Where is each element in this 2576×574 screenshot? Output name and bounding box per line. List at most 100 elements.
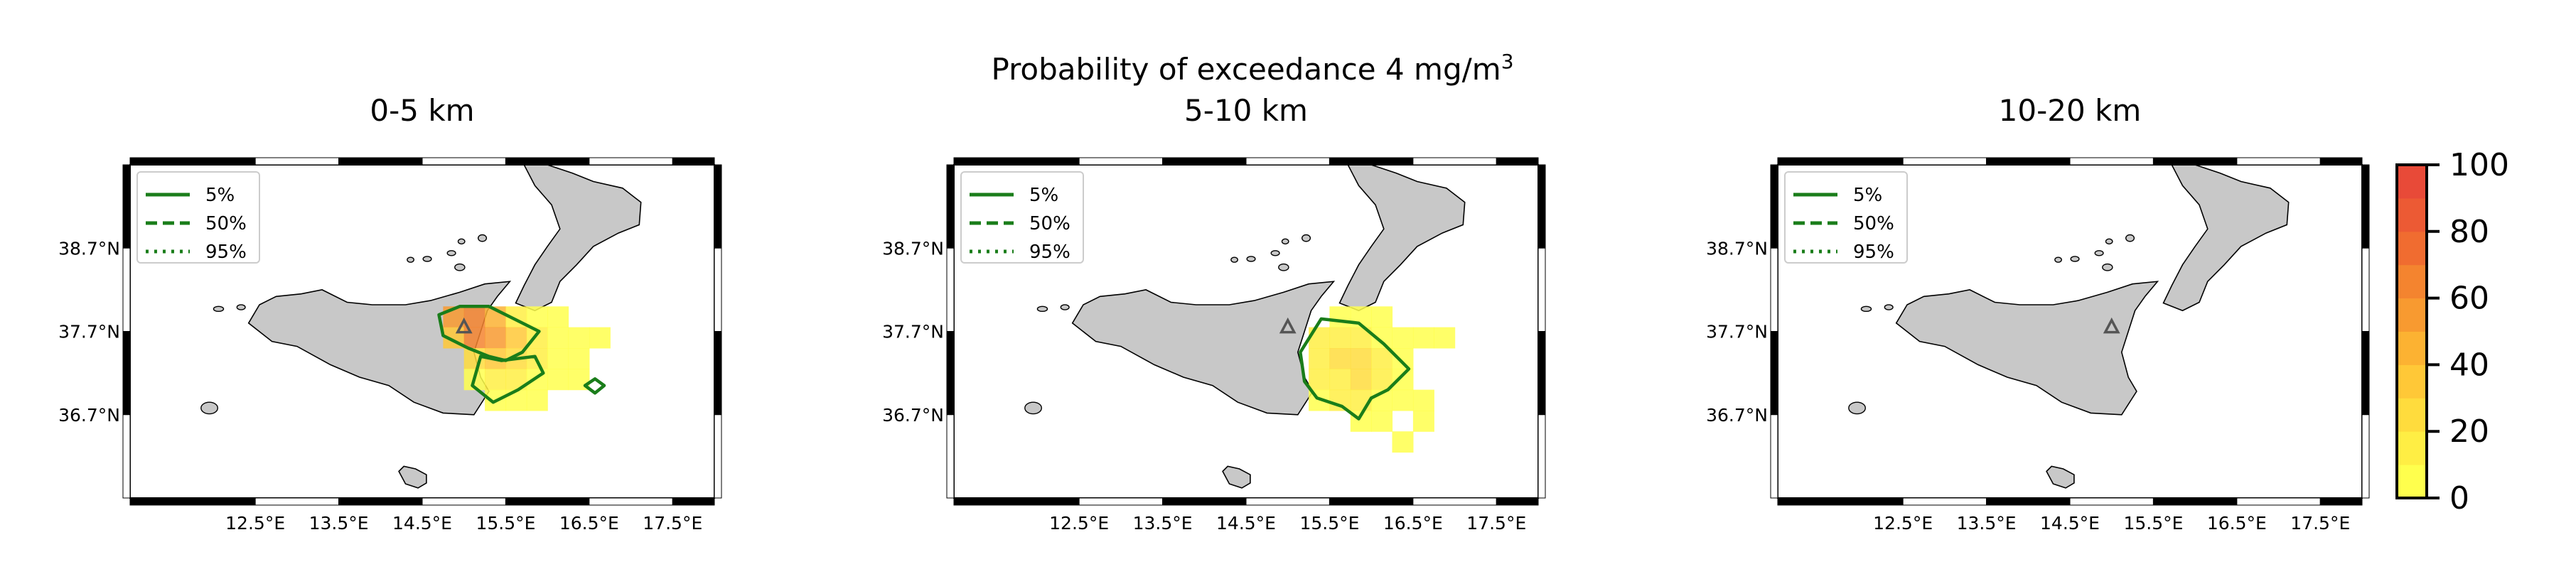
border-segment [1777, 497, 1904, 506]
land-sicily [1895, 281, 2159, 416]
heatmap-cell [1434, 327, 1456, 349]
border-segment [2236, 497, 2321, 506]
border-segment [122, 414, 131, 499]
x-tick-label: 13.5°E [1957, 513, 2017, 534]
colorbar-tick-label: 80 [2449, 214, 2489, 250]
map-content [200, 165, 642, 489]
x-tick-label: 16.5°E [1383, 513, 1443, 534]
colorbar-tick-label: 0 [2449, 480, 2469, 516]
border-segment [2069, 497, 2154, 506]
land-island [1270, 250, 1280, 256]
map-content [1848, 165, 2290, 489]
border-segment [338, 497, 423, 506]
x-tick-label: 12.5°E [1873, 513, 1933, 534]
suptitle-superscript: 3 [1501, 50, 1514, 73]
border-segment [1537, 414, 1546, 499]
x-tick-label: 15.5°E [1299, 513, 1359, 534]
colorbar-segment [2397, 165, 2427, 199]
heatmap-cell [1309, 369, 1331, 391]
contour-5pct [1299, 317, 1411, 421]
border-segment [1902, 157, 1987, 166]
legend-label: 95% [1029, 242, 1070, 263]
border-segment [1496, 157, 1539, 166]
figure-suptitle: Probability of exceedance 4 mg/m3 [991, 50, 1513, 87]
border-segment [2236, 157, 2321, 166]
border-segment [2361, 164, 2370, 249]
border-segment [2069, 157, 2154, 166]
x-tick-label: 17.5°E [1466, 513, 1526, 534]
heatmap-cell [1412, 410, 1434, 432]
heatmap-cell [485, 369, 507, 391]
y-tick-label: 37.7°N [58, 322, 120, 342]
y-tick-label: 37.7°N [1706, 322, 1768, 342]
x-tick-label: 14.5°E [392, 513, 452, 534]
y-tick-label: 36.7°N [58, 405, 120, 426]
heatmap-cell [589, 327, 611, 349]
colorbar-segment [2397, 264, 2427, 299]
border-segment [1078, 157, 1164, 166]
border-segment [122, 331, 131, 416]
land-island [1060, 304, 1070, 310]
map-content [1024, 165, 1466, 489]
border-segment [714, 331, 722, 416]
land-island [2102, 263, 2113, 271]
x-tick-label: 14.5°E [2040, 513, 2100, 534]
colorbar-frame [2395, 163, 2428, 499]
x-tick-label: 17.5°E [643, 513, 702, 534]
heatmap-cell [1392, 431, 1414, 453]
land-island [1246, 256, 1256, 262]
colorbar-segment [2397, 431, 2427, 465]
y-tick-label: 38.7°N [1706, 238, 1768, 259]
border-segment [714, 414, 722, 499]
land-island [1036, 305, 1048, 313]
border-segment [422, 497, 506, 506]
land-island [2105, 238, 2113, 245]
land-island [422, 256, 432, 262]
heatmap-cell [547, 327, 569, 349]
x-tick-label: 17.5°E [2290, 513, 2350, 534]
land-island [2070, 256, 2080, 262]
colorbar-segment [2397, 298, 2427, 332]
panel-title: 10-20 km [1999, 93, 2142, 128]
y-tick-label: 37.7°N [882, 322, 944, 342]
land-island [407, 256, 414, 263]
land-island [1281, 238, 1289, 245]
colorbar-tick-label: 20 [2449, 413, 2489, 450]
heatmap-cell [1329, 327, 1351, 349]
colorbar-segment [2397, 465, 2427, 499]
border-segment [2152, 157, 2238, 166]
land-malta [2046, 465, 2075, 489]
border-segment [589, 157, 673, 166]
border-segment [714, 164, 722, 249]
x-tick-label: 14.5°E [1216, 513, 1276, 534]
heatmap-cell [547, 306, 569, 328]
border-segment [1537, 164, 1546, 249]
heatmap-cell [1392, 389, 1414, 411]
border-segment [254, 157, 340, 166]
border-segment [2152, 497, 2238, 506]
map-panel: 10-20 km 12.5°E 13.5°E 14.5°E 15.5°E 16.5°E 17… [1706, 93, 2370, 534]
land-calabria [515, 165, 642, 312]
y-tick-label: 38.7°N [58, 238, 120, 259]
heatmap-cell [505, 327, 527, 349]
land-calabria [1338, 165, 1466, 312]
border-segment [953, 497, 1080, 506]
heatmap-cell [1392, 369, 1414, 391]
land-island [1301, 234, 1311, 242]
panel-title: 5-10 km [1184, 93, 1308, 128]
colorbar-tick-label: 100 [2449, 147, 2509, 183]
land-sicily [1071, 281, 1336, 416]
heatmap-cell [1412, 389, 1434, 411]
land-island [457, 238, 466, 245]
x-tick-label: 16.5°E [2207, 513, 2267, 534]
border-segment [1245, 157, 1330, 166]
border-segment [589, 497, 673, 506]
land-island [1230, 256, 1238, 263]
border-segment [1412, 497, 1497, 506]
border-segment [946, 331, 955, 416]
land-island [2054, 256, 2062, 263]
border-segment [1245, 497, 1330, 506]
border-segment [122, 164, 131, 249]
heatmap-cell [1412, 327, 1434, 349]
